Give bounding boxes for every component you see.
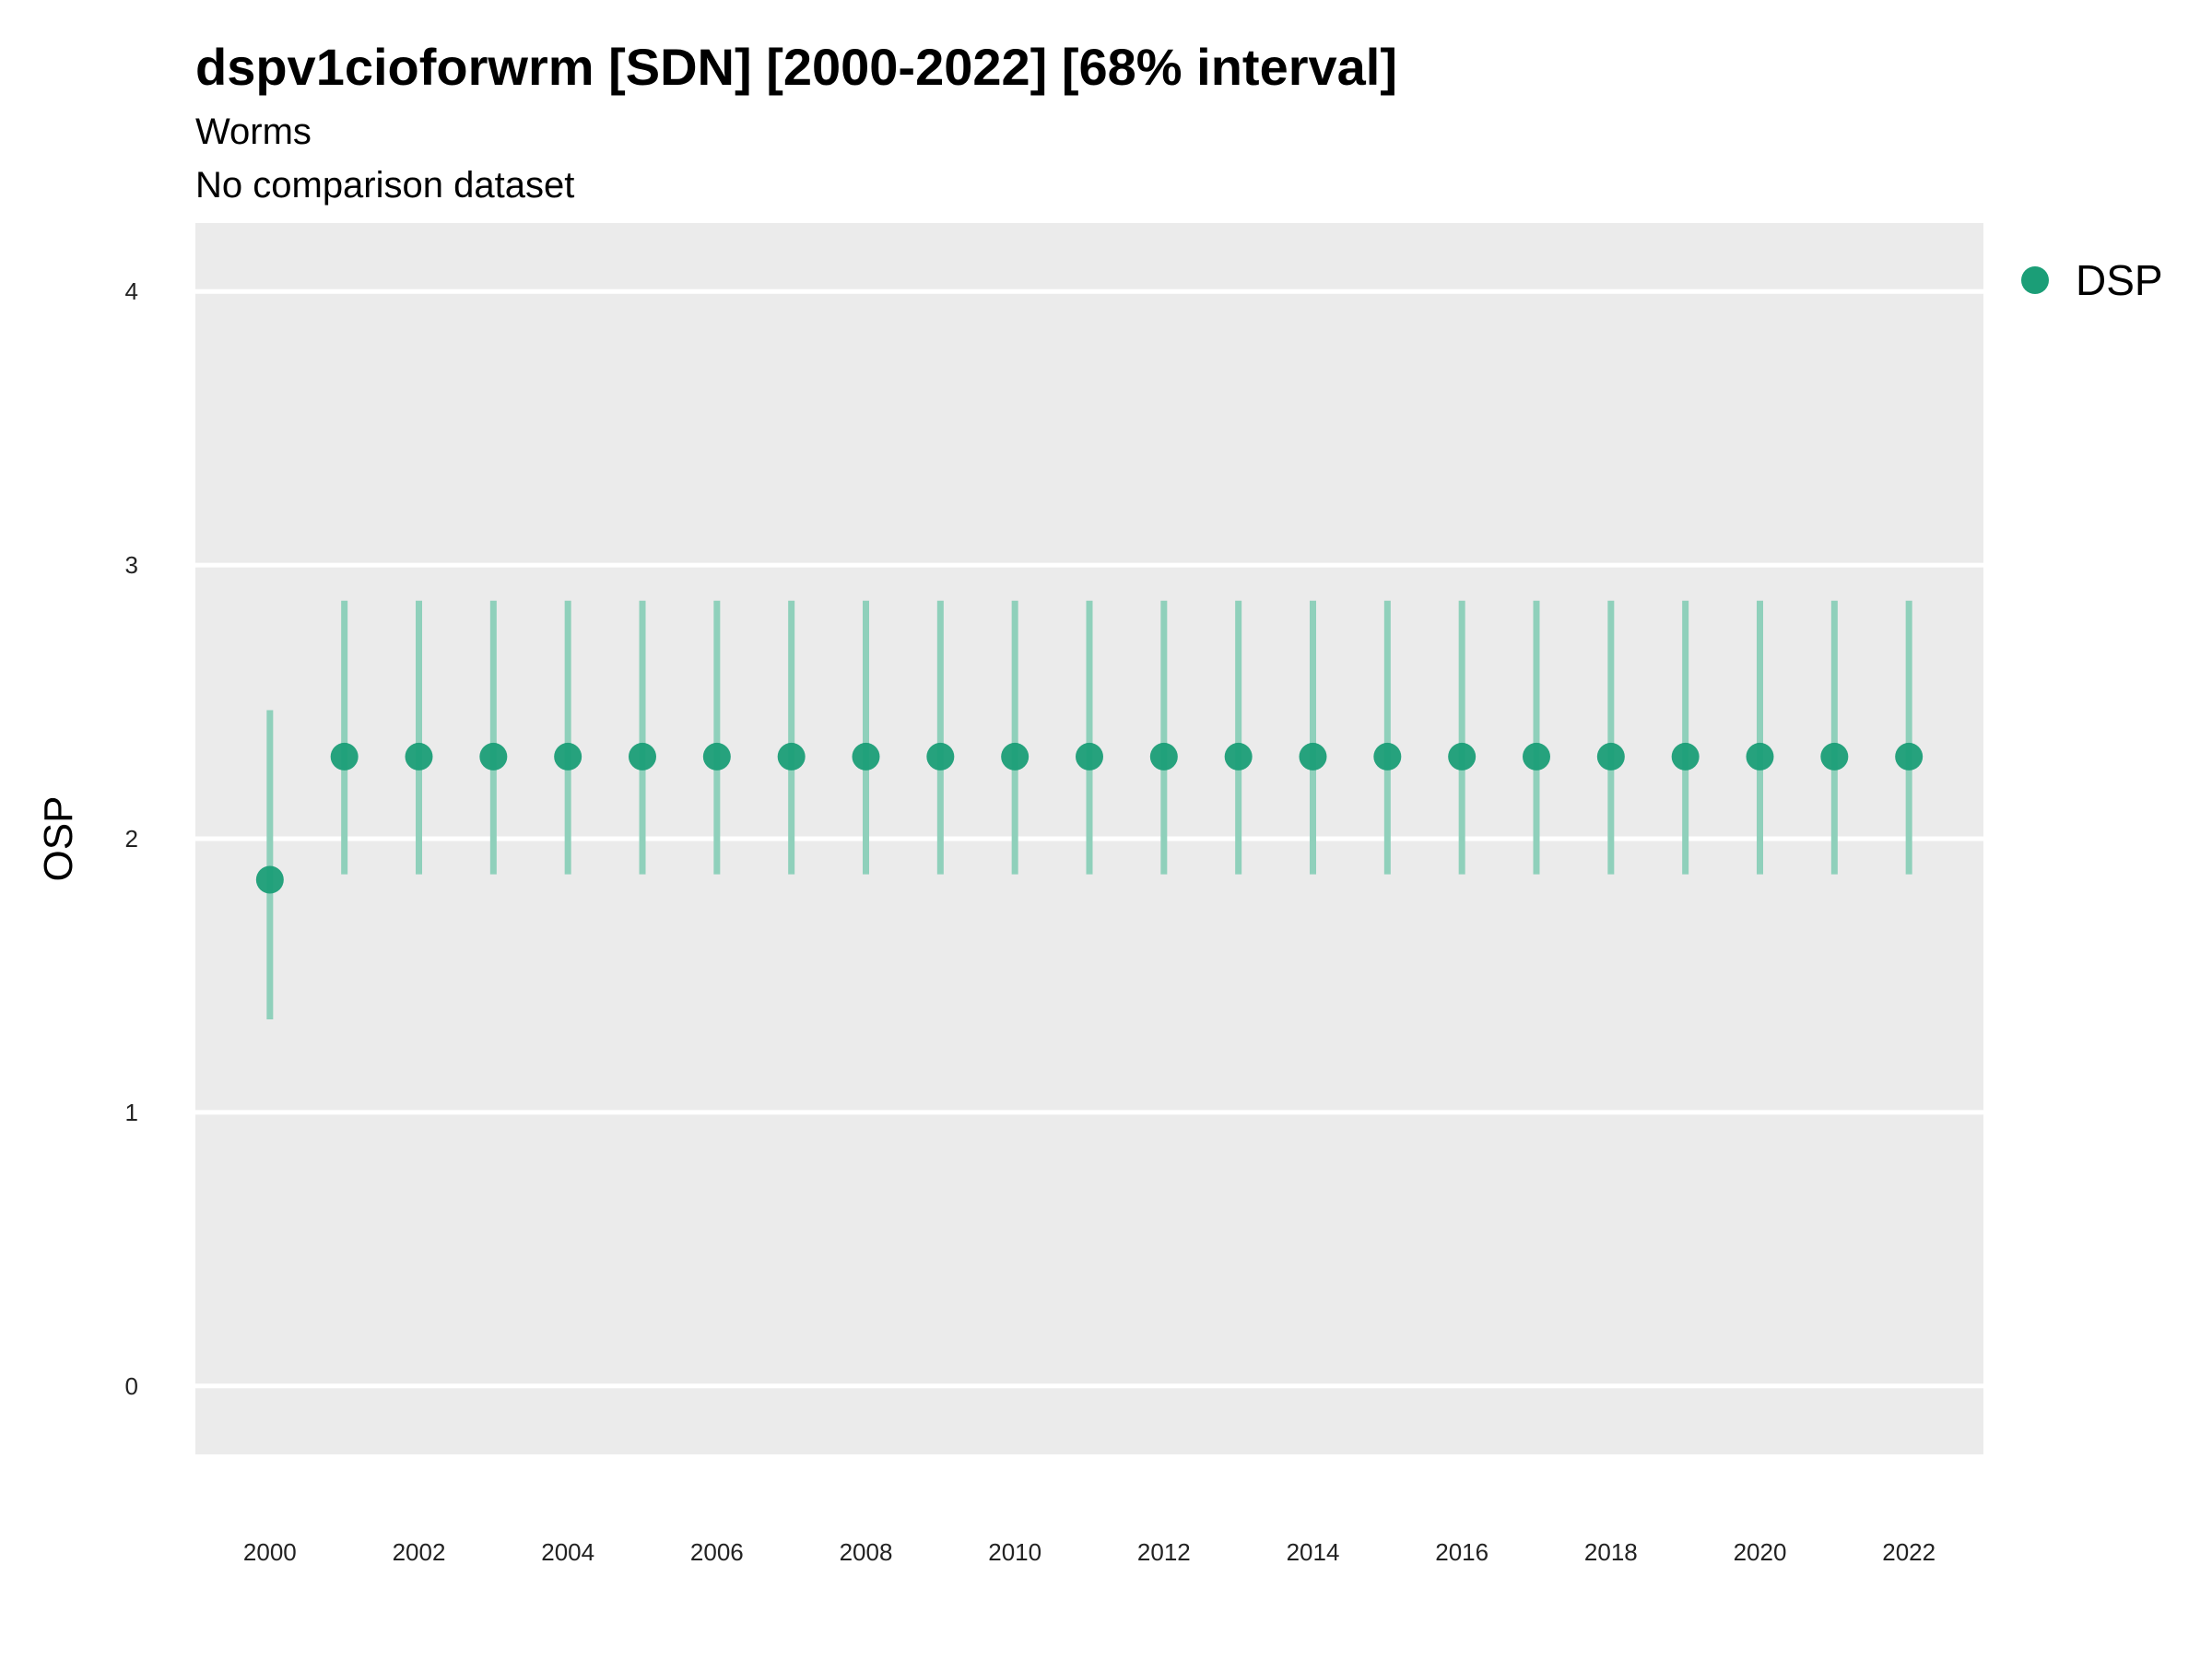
data-point-2008	[852, 742, 880, 771]
x-tick-label-2022: 2022	[1882, 1538, 1936, 1566]
data-point-2004	[554, 742, 582, 771]
x-tick-label-2002: 2002	[393, 1538, 446, 1566]
data-points	[255, 742, 1924, 894]
data-point-2022	[1895, 742, 1924, 771]
y-tick-label-4: 4	[125, 277, 138, 305]
data-point-2018	[1596, 742, 1625, 771]
y-tick-label-1: 1	[125, 1099, 138, 1126]
x-tick-label-2006: 2006	[690, 1538, 744, 1566]
chart-subtitle: Worms	[195, 112, 312, 152]
legend: DSP	[2021, 256, 2163, 304]
data-point-2014	[1299, 742, 1327, 771]
x-tick-label-2016: 2016	[1435, 1538, 1488, 1566]
data-point-2011	[1076, 742, 1103, 771]
chart-title: dspv1cioforwrm [SDN] [2000-2022] [68% in…	[195, 38, 1397, 96]
data-point-2015	[1373, 742, 1402, 771]
data-point-2013	[1224, 742, 1253, 771]
x-tick-label-2008: 2008	[840, 1538, 893, 1566]
data-point-2010	[1001, 742, 1030, 771]
data-point-2003	[479, 742, 508, 771]
data-point-2006	[702, 742, 731, 771]
x-tick-label-2018: 2018	[1584, 1538, 1638, 1566]
chart-caption: No comparison dataset	[195, 165, 574, 206]
data-point-2005	[629, 742, 656, 771]
x-tick-label-2020: 2020	[1734, 1538, 1787, 1566]
y-tick-label-0: 0	[125, 1372, 138, 1400]
data-point-2021	[1820, 742, 1849, 771]
x-tick-label-2014: 2014	[1287, 1538, 1340, 1566]
x-tick-label-2012: 2012	[1137, 1538, 1191, 1566]
data-point-2007	[777, 742, 806, 771]
data-point-2019	[1671, 742, 1700, 771]
x-tick-label-2010: 2010	[988, 1538, 1041, 1566]
x-tick-labels: 2000 2002 2004 2006 2008 2010 2012 2014 2016 2018…	[243, 1538, 1936, 1566]
x-tick-label-2004: 2004	[541, 1538, 594, 1566]
data-point-2016	[1448, 742, 1477, 771]
data-point-2012	[1149, 742, 1178, 771]
x-tick-label-2000: 2000	[243, 1538, 297, 1566]
data-point-2002	[405, 742, 433, 771]
legend-label-dsp: DSP	[2076, 256, 2163, 304]
y-axis-title: OSP	[36, 796, 81, 882]
y-tick-label-3: 3	[125, 551, 138, 579]
error-bars	[266, 600, 1912, 1019]
y-tick-label-2: 2	[125, 825, 138, 853]
data-point-2000	[255, 865, 284, 894]
data-point-2017	[1523, 742, 1550, 771]
data-point-2020	[1746, 742, 1774, 771]
data-point-2009	[926, 742, 955, 771]
legend-key-dsp	[2021, 266, 2049, 294]
data-point-2001	[330, 742, 359, 771]
y-tick-labels: 0 1 2 3 4	[125, 277, 138, 1400]
